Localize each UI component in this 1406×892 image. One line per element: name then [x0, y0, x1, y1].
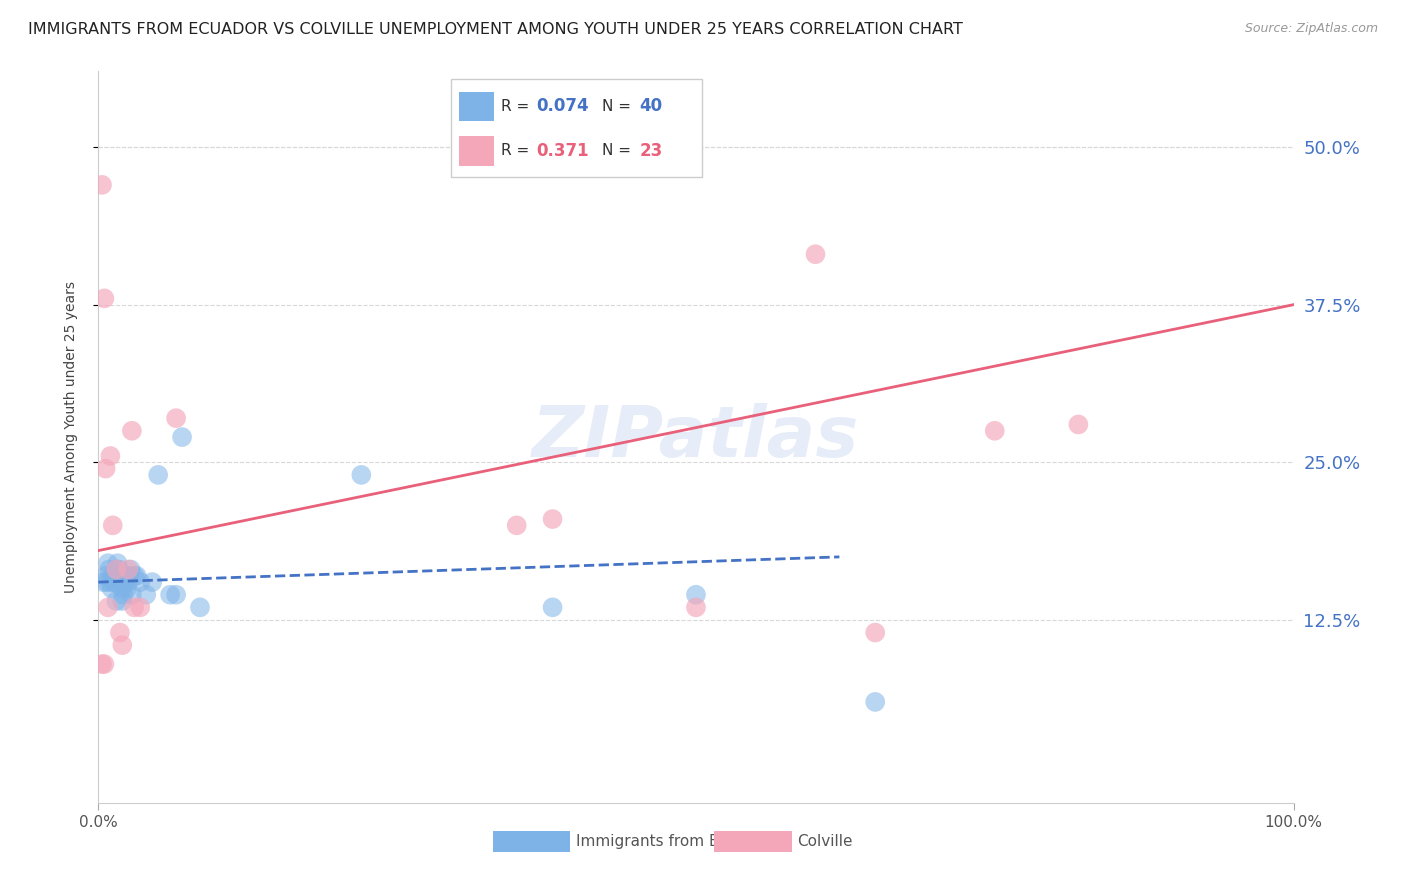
Text: IMMIGRANTS FROM ECUADOR VS COLVILLE UNEMPLOYMENT AMONG YOUTH UNDER 25 YEARS CORR: IMMIGRANTS FROM ECUADOR VS COLVILLE UNEM…: [28, 22, 963, 37]
Point: [129, 600, 152, 615]
Point: [97, 556, 120, 570]
Point: [124, 600, 146, 615]
Point: [111, 638, 134, 652]
Point: [111, 594, 134, 608]
Point: [117, 562, 139, 576]
Point: [105, 594, 128, 608]
Point: [114, 575, 136, 590]
Point: [103, 575, 125, 590]
Point: [96, 575, 118, 590]
Bar: [714, 831, 792, 852]
Point: [188, 600, 211, 615]
Y-axis label: Unemployment Among Youth under 25 years: Unemployment Among Youth under 25 years: [63, 281, 77, 593]
Point: [115, 569, 138, 583]
Point: [105, 562, 128, 576]
Point: [165, 588, 187, 602]
Point: [148, 467, 170, 482]
Point: [98, 575, 122, 590]
Point: [115, 582, 138, 596]
Point: [107, 556, 129, 570]
Point: [120, 562, 142, 576]
Point: [685, 588, 707, 602]
Point: [94, 569, 117, 583]
Point: [111, 582, 134, 596]
Point: [506, 518, 529, 533]
Point: [121, 424, 143, 438]
Point: [91, 178, 114, 192]
Point: [91, 575, 114, 590]
Point: [541, 600, 564, 615]
Point: [112, 588, 135, 602]
Point: [93, 291, 115, 305]
Point: [118, 569, 141, 583]
Point: [117, 575, 139, 590]
Text: Source: ZipAtlas.com: Source: ZipAtlas.com: [1244, 22, 1378, 36]
Point: [350, 467, 373, 482]
Point: [172, 430, 194, 444]
Point: [107, 562, 129, 576]
Point: [125, 569, 148, 583]
Point: [104, 575, 127, 590]
Point: [124, 569, 146, 583]
Point: [159, 588, 181, 602]
Point: [101, 569, 124, 583]
Point: [98, 562, 121, 576]
Point: [129, 575, 152, 590]
Point: [804, 247, 827, 261]
Point: [865, 625, 887, 640]
Point: [94, 461, 117, 475]
Point: [91, 657, 114, 671]
Point: [1067, 417, 1090, 432]
Point: [865, 695, 887, 709]
Point: [121, 588, 143, 602]
Point: [108, 569, 131, 583]
Bar: [494, 831, 571, 852]
Point: [98, 449, 122, 463]
Point: [93, 657, 115, 671]
Point: [685, 600, 707, 615]
Point: [541, 512, 564, 526]
Point: [110, 575, 132, 590]
Point: [141, 575, 163, 590]
Point: [105, 562, 128, 576]
Point: [100, 582, 122, 596]
Text: ZIPatlas: ZIPatlas: [533, 402, 859, 472]
Point: [108, 625, 131, 640]
Point: [101, 518, 124, 533]
Point: [97, 600, 120, 615]
Point: [165, 411, 187, 425]
Point: [135, 588, 157, 602]
Point: [984, 424, 1007, 438]
Text: Immigrants from Ecuador: Immigrants from Ecuador: [576, 834, 772, 849]
Text: Colville: Colville: [797, 834, 853, 849]
